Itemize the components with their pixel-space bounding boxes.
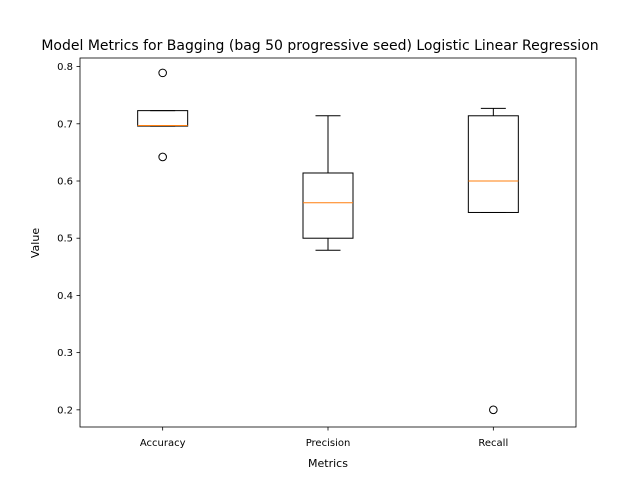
- y-tick-label: 0.4: [57, 291, 73, 302]
- outlier-point: [158, 68, 167, 78]
- box-iqr: [302, 172, 354, 239]
- y-tick-label: 0.5: [57, 234, 73, 245]
- outlier-point: [489, 405, 498, 415]
- y-tick-label: 0.3: [57, 348, 73, 359]
- box-iqr: [467, 115, 519, 213]
- x-axis-label: Metrics: [308, 457, 348, 470]
- box-accuracy: [137, 68, 189, 162]
- y-tick-label: 0.7: [57, 119, 73, 130]
- box-iqr: [137, 110, 189, 127]
- box-recall: [467, 107, 519, 415]
- plot-frame: [79, 57, 577, 428]
- y-tick-label: 0.6: [57, 177, 73, 188]
- x-tick-label: Accuracy: [140, 438, 186, 449]
- box-precision: [302, 115, 354, 251]
- x-tick-label: Recall: [478, 438, 508, 449]
- y-tick-label: 0.2: [57, 405, 73, 416]
- y-axis: 0.2 0.3 0.4 0.5 0.6 0.7 0.8: [57, 62, 80, 416]
- plot-marks: [137, 68, 519, 415]
- x-tick-label: Precision: [306, 438, 351, 449]
- y-axis-label: Value: [29, 228, 42, 258]
- chart-title: Model Metrics for Bagging (bag 50 progre…: [41, 38, 598, 54]
- y-tick-label: 0.8: [57, 62, 73, 73]
- outlier-point: [158, 152, 167, 162]
- x-axis: Accuracy Precision Recall: [140, 427, 508, 449]
